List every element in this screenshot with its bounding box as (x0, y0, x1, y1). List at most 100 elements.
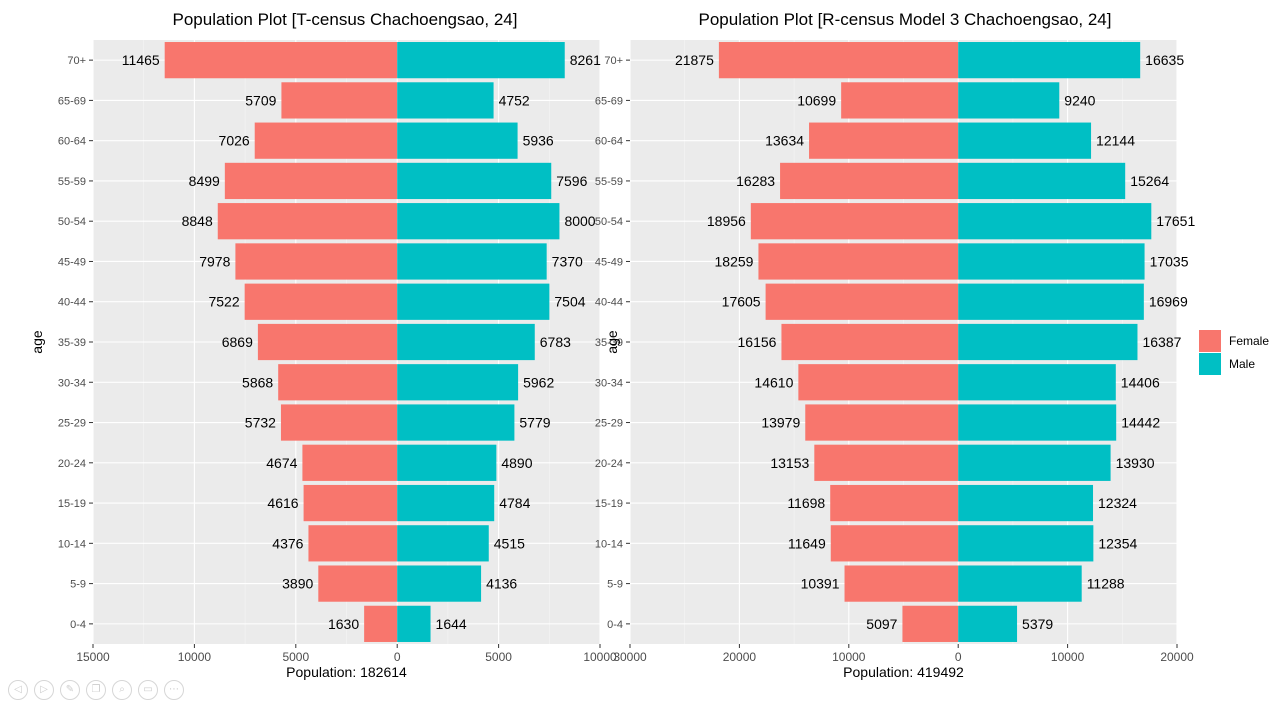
male-value-label: 4890 (501, 455, 532, 471)
zoom-icon[interactable]: ⌕ (112, 680, 132, 700)
y-tick-label: 5-9 (70, 579, 86, 591)
female-value-label: 10391 (801, 576, 840, 592)
y-tick-label: 15-19 (58, 498, 86, 510)
female-bar (830, 484, 959, 522)
male-value-label: 8000 (564, 213, 595, 229)
subtitle-icon[interactable]: ▭ (138, 680, 158, 700)
y-axis-label: age (604, 330, 620, 354)
male-value-label: 7504 (554, 294, 585, 310)
female-legend-label: Female (1229, 334, 1269, 348)
male-value-label: 4136 (486, 576, 517, 592)
male-value-label: 12144 (1096, 133, 1135, 149)
y-tick-label: 0-4 (70, 619, 86, 631)
x-tick-label: 20000 (723, 650, 757, 664)
female-bar (805, 404, 959, 441)
male-value-label: 16969 (1149, 294, 1188, 310)
female-bar (280, 404, 398, 441)
male-value-label: 4784 (499, 495, 530, 511)
male-value-label: 13930 (1116, 455, 1155, 471)
y-tick-label: 65-69 (58, 95, 86, 107)
male-bar (397, 82, 494, 119)
male-bar (397, 283, 550, 320)
female-bar (217, 203, 398, 240)
female-bar (902, 605, 959, 642)
pen-icon[interactable]: ✎ (60, 680, 80, 700)
male-value-label: 1644 (436, 616, 467, 632)
female-bar (278, 364, 398, 401)
y-tick-label: 50-54 (595, 216, 623, 228)
male-value-label: 7370 (552, 253, 583, 269)
slideshow-control-bar: ◁ ▷ ✎ ❐ ⌕ ▭ ⋯ (8, 680, 184, 702)
female-bar (781, 323, 959, 361)
male-value-label: 4515 (494, 535, 525, 551)
male-value-label: 4752 (499, 92, 530, 108)
male-value-label: 8261 (570, 52, 601, 68)
r-census-pyramid-chart: 30000 20000 10000 0 10000 20000 21875 16635 70+ 1… (595, 10, 1196, 680)
y-tick-label: 55-59 (595, 176, 623, 188)
y-tick-label: 70+ (604, 55, 623, 67)
y-tick-label: 10-14 (58, 538, 86, 550)
y-tick-label: 60-64 (595, 136, 623, 148)
female-bar (235, 243, 398, 280)
next-slide-icon[interactable]: ▷ (34, 680, 54, 700)
female-bar (798, 364, 959, 401)
male-value-label: 17035 (1150, 253, 1189, 269)
y-tick-label: 25-29 (595, 418, 623, 430)
y-tick-label: 30-34 (58, 377, 86, 389)
x-tick-label: 10000 (832, 650, 866, 664)
male-value-label: 5779 (519, 415, 550, 431)
male-value-label: 12324 (1098, 495, 1137, 511)
female-bar (254, 122, 398, 159)
female-bar (308, 525, 398, 562)
male-bar (958, 444, 1111, 481)
more-options-icon[interactable]: ⋯ (164, 680, 184, 700)
x-tick-label: 10000 (1051, 650, 1085, 664)
male-bar (958, 122, 1092, 159)
male-value-label: 17651 (1156, 213, 1195, 229)
previous-slide-icon[interactable]: ◁ (8, 680, 28, 700)
x-tick-label: 5000 (485, 650, 512, 664)
male-bar (397, 484, 495, 522)
male-bar (397, 404, 515, 441)
male-bar (397, 243, 547, 280)
male-bar (958, 525, 1094, 562)
female-value-label: 4674 (266, 455, 297, 471)
t-census-pyramid-chart: 15000 10000 5000 0 5000 10000 11465 8261 70+ 5709… (29, 10, 617, 680)
female-value-label: 5709 (245, 92, 276, 108)
x-tick-label: 30000 (613, 650, 647, 664)
male-bar (397, 364, 519, 401)
female-bar (318, 565, 398, 602)
male-value-label: 5962 (523, 374, 554, 390)
female-value-label: 7026 (219, 133, 250, 149)
male-bar (397, 122, 518, 159)
female-bar (302, 444, 398, 481)
male-value-label: 5936 (523, 133, 554, 149)
male-bar (958, 82, 1060, 119)
y-tick-label: 40-44 (58, 297, 86, 309)
male-value-label: 5379 (1022, 616, 1053, 632)
female-bar (841, 82, 959, 119)
copy-slide-icon[interactable]: ❐ (86, 680, 106, 700)
female-bar (809, 122, 959, 159)
female-value-label: 8848 (182, 213, 213, 229)
male-bar (397, 565, 482, 602)
female-value-label: 21875 (675, 52, 714, 68)
female-value-label: 16156 (738, 334, 777, 350)
female-value-label: 11465 (122, 52, 160, 68)
chart-title: Population Plot [R-census Model 3 Chacho… (699, 10, 1112, 29)
male-bar (958, 484, 1094, 522)
male-value-label: 14406 (1121, 374, 1160, 390)
male-bar (397, 203, 560, 240)
female-value-label: 13153 (770, 455, 809, 471)
y-tick-label: 70+ (67, 55, 86, 67)
male-bar (958, 162, 1126, 200)
x-tick-label: 20000 (1160, 650, 1194, 664)
y-tick-label: 60-64 (58, 136, 86, 148)
male-legend-label: Male (1229, 357, 1255, 371)
y-tick-label: 65-69 (595, 95, 623, 107)
female-value-label: 16283 (736, 173, 775, 189)
y-tick-label: 35-39 (58, 337, 86, 349)
y-tick-label: 35-39 (595, 337, 623, 349)
female-value-label: 4376 (272, 535, 303, 551)
y-tick-label: 40-44 (595, 297, 623, 309)
